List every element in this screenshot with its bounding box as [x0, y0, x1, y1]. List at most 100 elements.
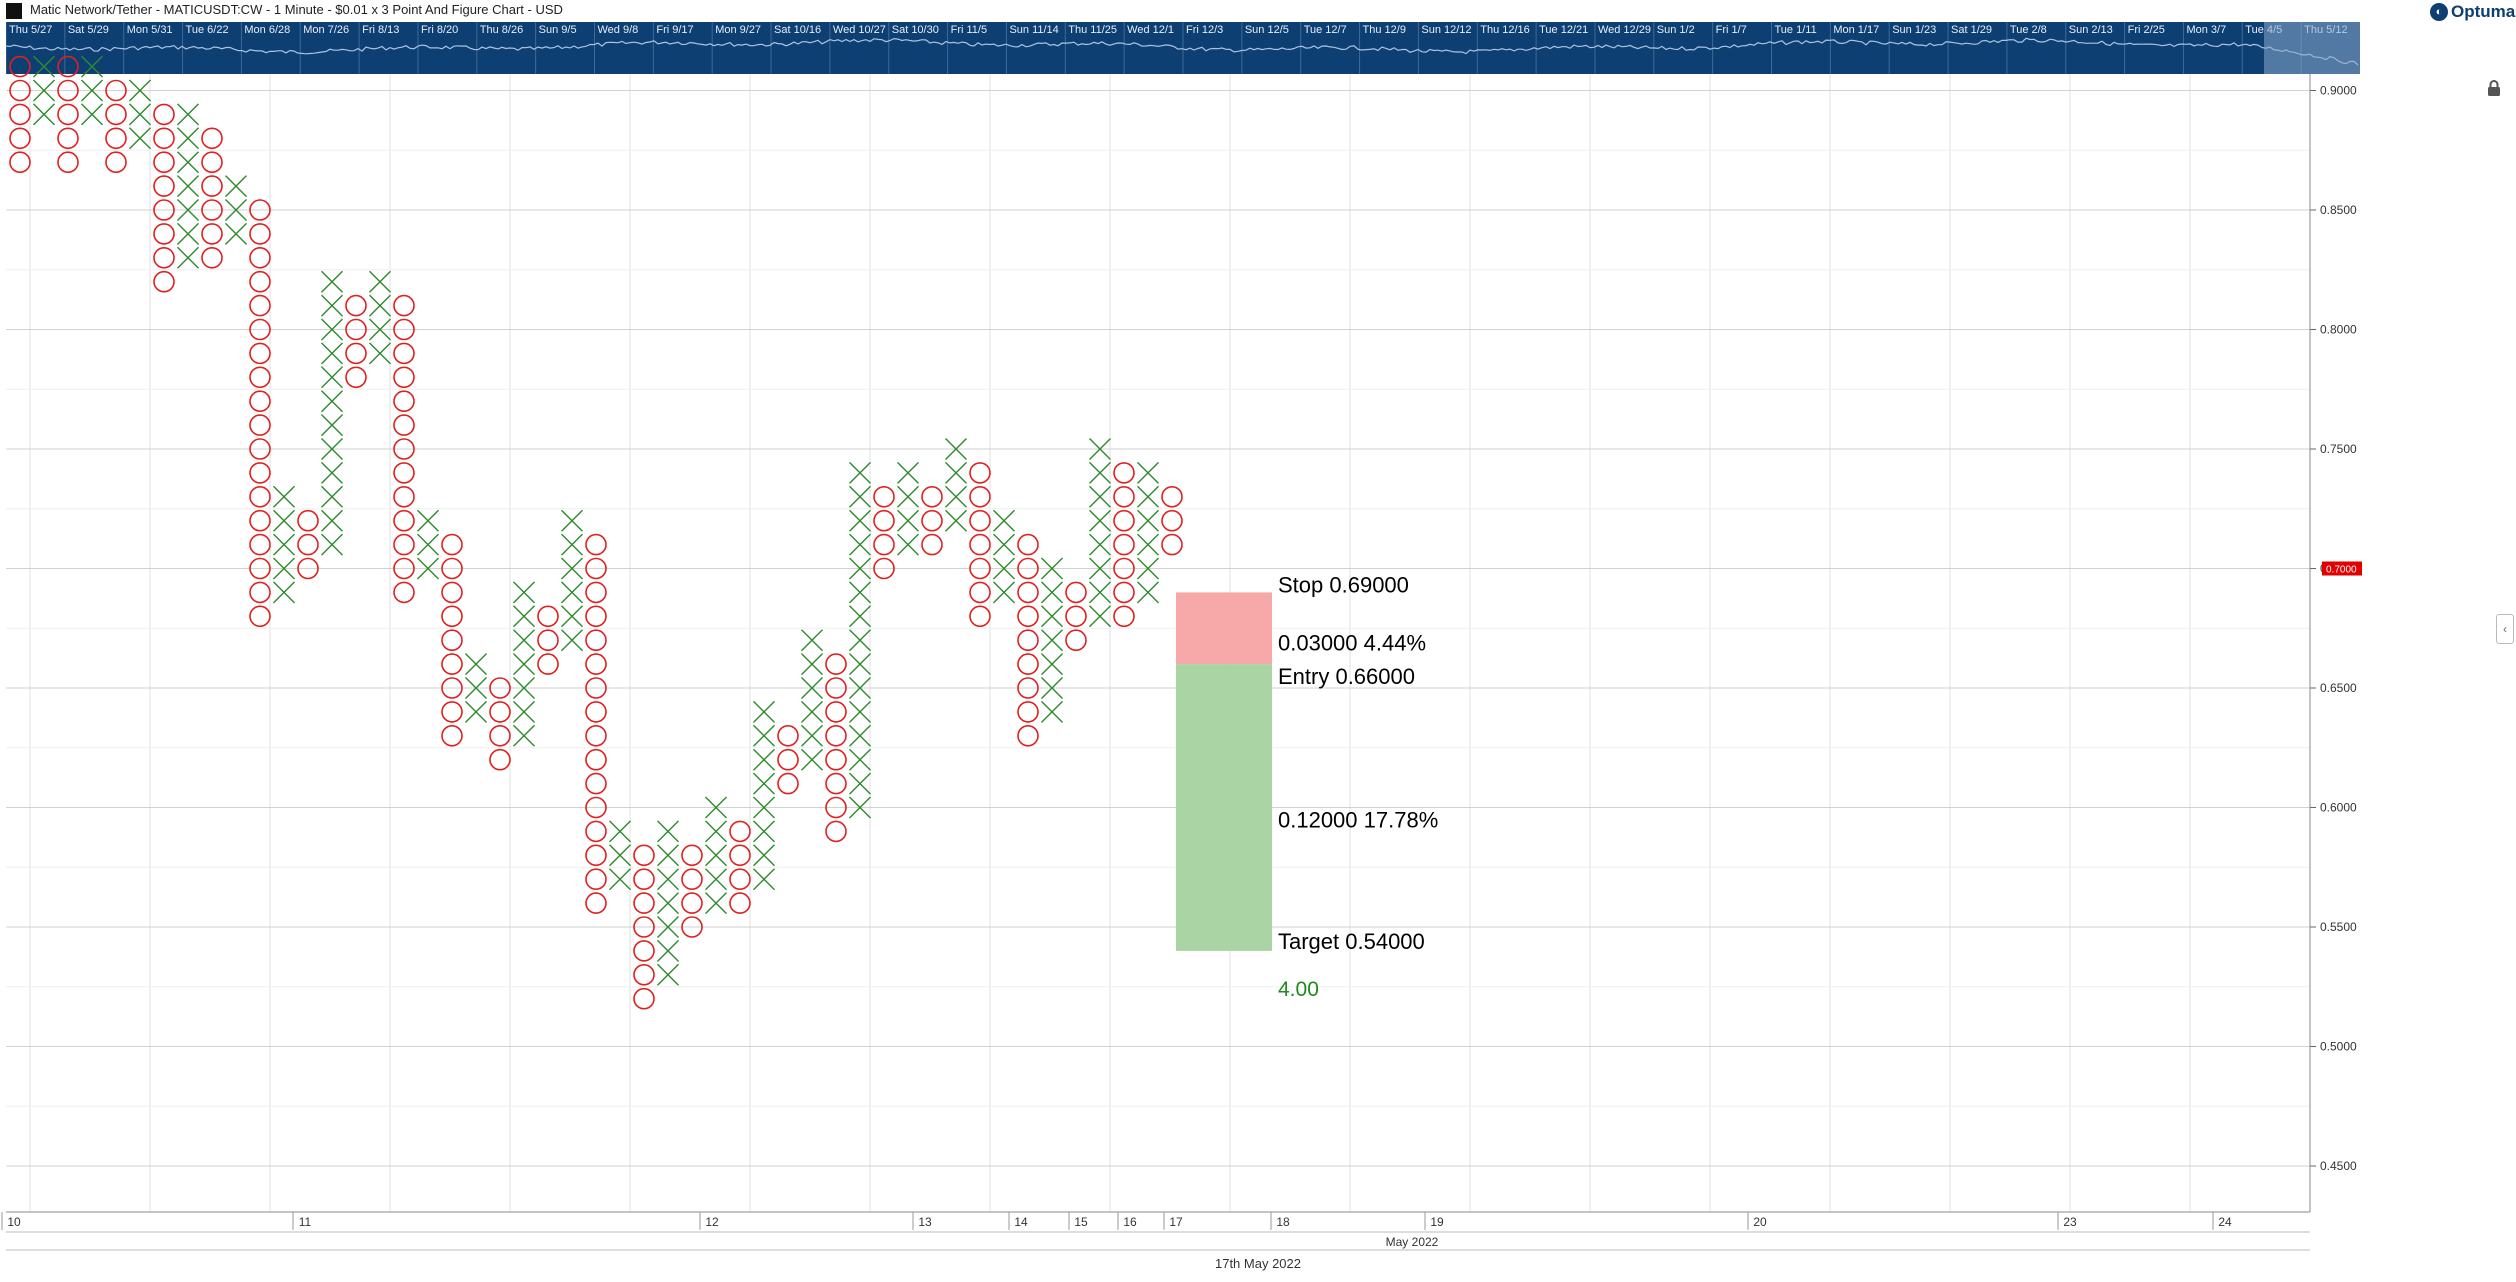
navigator-date-label: Fri 2/25	[2128, 24, 2165, 36]
o-box	[345, 342, 367, 365]
o-box	[153, 223, 175, 245]
x-stroke	[513, 605, 535, 628]
o-box	[825, 724, 847, 747]
o-box	[393, 581, 415, 604]
x-stroke	[513, 677, 535, 699]
optuma-logo-icon: ◐	[2430, 3, 2448, 21]
x-box	[849, 653, 871, 676]
lock-icon[interactable]	[2484, 78, 2504, 98]
x-stroke	[1041, 605, 1063, 628]
x-tick-label: 15	[1074, 1215, 1088, 1229]
x-stroke	[1137, 461, 1159, 484]
x-box	[609, 820, 631, 843]
x-stroke	[849, 485, 871, 508]
o-box	[1017, 724, 1039, 747]
x-stroke	[753, 748, 775, 771]
x-box	[993, 509, 1015, 532]
x-stroke	[321, 294, 343, 317]
x-box	[705, 868, 727, 891]
x-stroke	[753, 844, 775, 867]
x-stroke	[33, 79, 55, 102]
navigator-date-label: Wed 10/27	[833, 24, 886, 36]
x-stroke	[849, 509, 871, 532]
o-box	[393, 390, 415, 413]
x-box	[369, 318, 391, 341]
o-box	[489, 724, 511, 747]
x-box	[1089, 581, 1111, 604]
o-box	[249, 366, 271, 389]
o-box	[585, 533, 607, 556]
o-box	[1065, 629, 1087, 652]
app-icon[interactable]	[6, 3, 22, 19]
x-stroke	[1041, 677, 1063, 699]
o-box	[585, 653, 607, 675]
y-tick-label: 0.5000	[2320, 1040, 2357, 1054]
x-tick-label: 12	[705, 1215, 719, 1229]
x-box	[1041, 605, 1063, 628]
navigator-chart[interactable]: Thu 5/27 Sat 5/29 Mon 5/31 Tue 6/22 Mon 6/28…	[6, 22, 2360, 74]
x-box	[465, 653, 487, 676]
o-box	[1161, 533, 1183, 556]
x-box	[321, 294, 343, 317]
x-stroke	[849, 724, 871, 747]
navigator-date-label: Tue 2/8	[2010, 24, 2047, 36]
x-box	[321, 414, 343, 437]
x-stroke	[993, 509, 1015, 532]
x-tick-label: 17	[1169, 1215, 1183, 1229]
o-box	[873, 509, 895, 532]
x-tick-label: 10	[7, 1215, 21, 1229]
x-box	[417, 533, 439, 556]
x-box	[129, 103, 151, 126]
x-box	[657, 963, 679, 986]
x-box	[753, 820, 775, 843]
x-stroke	[321, 485, 343, 508]
x-box	[945, 509, 967, 532]
x-box	[1041, 581, 1063, 604]
x-stroke	[849, 605, 871, 628]
x-stroke	[705, 892, 727, 915]
x-stroke	[561, 557, 583, 580]
x-stroke	[609, 868, 631, 891]
x-box	[993, 557, 1015, 580]
x-stroke	[801, 700, 823, 723]
chevron-left-icon[interactable]: ‹	[2496, 614, 2514, 644]
x-box	[321, 533, 343, 556]
o-box	[441, 653, 463, 675]
o-box	[633, 868, 655, 891]
x-stroke	[897, 509, 919, 532]
x-tick-label: 18	[1276, 1215, 1290, 1229]
x-stroke	[1041, 629, 1063, 652]
x-box	[801, 677, 823, 699]
x-box	[945, 485, 967, 508]
x-stroke	[513, 581, 535, 604]
x-stroke	[753, 700, 775, 723]
x-stroke	[801, 748, 823, 771]
o-box	[345, 318, 367, 341]
o-box	[249, 533, 271, 556]
x-box	[177, 127, 199, 150]
x-box	[849, 748, 871, 771]
x-stroke	[129, 79, 151, 102]
x-stroke	[177, 246, 199, 269]
title-bar: Matic Network/Tether - MATICUSDT:CW - 1 …	[0, 0, 2516, 22]
x-box	[177, 199, 199, 221]
o-box	[153, 199, 175, 221]
o-box	[729, 892, 751, 914]
x-stroke	[465, 677, 487, 699]
x-box	[1137, 557, 1159, 580]
x-box	[465, 677, 487, 699]
x-stroke	[561, 509, 583, 532]
x-box	[369, 294, 391, 317]
x-box	[273, 581, 295, 604]
navigator-strip[interactable]: Thu 5/27 Sat 5/29 Mon 5/31 Tue 6/22 Mon 6/28…	[6, 22, 2360, 74]
navigator-date-label: Tue 12/21	[1539, 24, 1588, 36]
x-stroke	[321, 461, 343, 484]
x-stroke	[897, 533, 919, 556]
o-box	[969, 605, 991, 628]
target-label: Target 0.54000	[1278, 929, 1425, 954]
x-stroke	[321, 414, 343, 437]
x-box	[849, 509, 871, 532]
x-box	[1137, 485, 1159, 508]
o-box	[585, 892, 607, 914]
